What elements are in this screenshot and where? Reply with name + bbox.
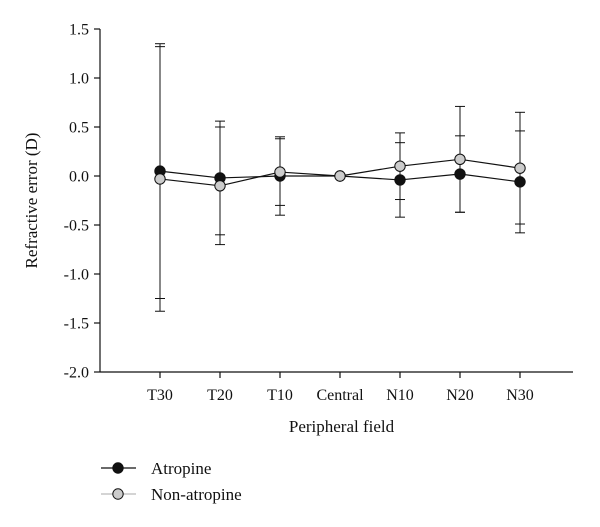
y-tick-label: 0.0: [69, 169, 89, 186]
x-axis-ticks: T30 T20 T10 Central N10 N20 N30: [147, 372, 534, 404]
y-tick-label: -2.0: [64, 365, 89, 382]
x-tick-label: N10: [386, 387, 414, 404]
y-axis-ticks: 1.5 1.0 0.5 0.0 -0.5 -1.0 -1.5 -2.0: [64, 22, 100, 382]
x-tick-label: N20: [446, 387, 474, 404]
data-point: [154, 173, 166, 185]
data-point: [394, 160, 406, 172]
y-tick-label: 1.0: [69, 71, 89, 88]
data-point: [214, 180, 226, 192]
y-tick-label: -1.5: [64, 316, 89, 333]
legend-swatch-marker-non-atropine: [112, 488, 124, 500]
x-axis-title: Peripheral field: [289, 417, 395, 436]
legend-swatch-marker-atropine: [112, 462, 124, 474]
data-point: [274, 166, 286, 178]
legend-label-atropine: Atropine: [151, 459, 211, 478]
data-point: [514, 176, 526, 188]
markers-non-atropine: [154, 153, 526, 192]
legend-label-non-atropine: Non-atropine: [151, 485, 242, 504]
data-point: [454, 168, 466, 180]
x-tick-label: Central: [316, 387, 364, 404]
data-point: [334, 170, 346, 182]
legend: Atropine Non-atropine: [101, 459, 242, 504]
legend-item-atropine: Atropine: [101, 459, 211, 478]
x-tick-label: N30: [506, 387, 534, 404]
data-point: [454, 153, 466, 166]
legend-item-non-atropine: Non-atropine: [101, 485, 242, 504]
x-tick-label: T30: [147, 387, 173, 404]
y-tick-label: 0.5: [69, 120, 89, 137]
y-tick-label: -0.5: [64, 218, 89, 235]
data-point: [514, 162, 526, 174]
y-axis-title: Refractive error (D): [22, 133, 41, 269]
y-tick-label: -1.0: [64, 267, 89, 284]
x-tick-label: T10: [267, 387, 293, 404]
y-tick-label: 1.5: [69, 22, 89, 39]
data-point: [394, 174, 406, 186]
x-tick-label: T20: [207, 387, 233, 404]
series-layer: [154, 43, 526, 312]
